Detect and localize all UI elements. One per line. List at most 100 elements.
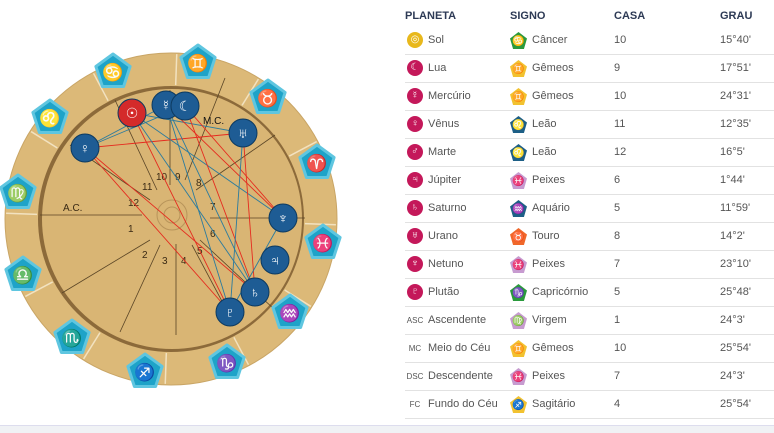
degree-value: 12°35': [720, 118, 751, 130]
point-abbr: FC: [409, 400, 421, 409]
aspect-line: [131, 112, 244, 134]
mc-label: M.C.: [203, 116, 224, 127]
degree-value: 15°40': [720, 34, 751, 46]
header-sign: SIGNO: [510, 10, 546, 22]
house-value: 7: [614, 370, 621, 382]
house-value: 9: [614, 62, 621, 74]
aspect-line: [242, 132, 256, 293]
scorpio-sign-badge[interactable]: ♏: [53, 318, 91, 355]
house-value: 11: [614, 118, 626, 130]
planet-icon: ◎: [407, 32, 423, 48]
sign-name: Leão: [532, 118, 557, 130]
planet-icon: ♅: [407, 228, 423, 244]
saturn-planet-marker[interactable]: ♄: [240, 277, 270, 307]
house-number: 1: [128, 224, 134, 235]
sign-name: Câncer: [532, 34, 568, 46]
capricorn-sign-badge[interactable]: ♑: [208, 343, 246, 380]
planet-icon: ♀: [407, 116, 423, 132]
cancer-icon: ♋: [102, 62, 123, 82]
point-abbr: MC: [408, 344, 422, 353]
sign-icon: ♒: [510, 200, 527, 217]
planet-icon: ☿: [407, 88, 423, 104]
degree-value: 14°2': [720, 230, 745, 242]
venus-icon: ♀: [80, 140, 91, 156]
sign-icon: ♋: [510, 32, 527, 49]
sagittarius-sign-badge[interactable]: ♐: [126, 352, 164, 389]
ring-divider: [233, 336, 250, 366]
center-emblem: [156, 199, 188, 231]
virgo-sign-badge[interactable]: ♍: [0, 173, 37, 210]
planet-ball: [260, 245, 290, 275]
degree-value: 25°54': [720, 342, 751, 354]
aspect-line: [184, 105, 284, 219]
aquarius-icon: ♒: [279, 303, 300, 323]
virgo-icon: ♍: [7, 183, 28, 203]
libra-sign-badge[interactable]: ♎: [4, 255, 42, 292]
aspect-line: [229, 132, 244, 313]
sign-name: Touro: [532, 230, 560, 242]
leo-sign-badge[interactable]: ♌: [31, 98, 69, 135]
sign-icon: ♐: [510, 396, 527, 413]
house-cusp-line: [195, 134, 276, 191]
planet-ball: [240, 277, 270, 307]
pisces-icon: ♓: [312, 233, 333, 253]
sign-name: Gêmeos: [532, 90, 574, 102]
aspect-line: [165, 104, 231, 313]
house-number: 6: [210, 229, 216, 240]
sign-name: Sagitário: [532, 398, 576, 410]
planet-name: Ascendente: [428, 314, 487, 326]
cancer-sign-badge[interactable]: ♋: [94, 52, 132, 89]
sign-name: Peixes: [532, 174, 566, 186]
sun-icon: ☉: [126, 105, 139, 121]
planet-name: Fundo do Céu: [428, 398, 498, 410]
table-row: ◎ Sol ♋ Câncer 10 15°40': [405, 27, 774, 55]
sign-name: Peixes: [532, 370, 566, 382]
planet-ball: [268, 203, 298, 233]
planet-icon: ♄: [407, 200, 423, 216]
sign-badge-shape: [31, 98, 69, 135]
degree-value: 25°54': [720, 398, 751, 410]
sign-name: Gêmeos: [532, 342, 574, 354]
house-value: 5: [614, 202, 621, 214]
sign-name: Leão: [532, 146, 557, 158]
sign-icon: ♉: [510, 228, 527, 245]
moon-planet-marker[interactable]: ☾: [170, 91, 200, 121]
jupiter-planet-marker[interactable]: ♃: [260, 245, 290, 275]
header-house: CASA: [614, 10, 646, 22]
mercury-icon: ☿: [161, 97, 172, 113]
degree-value: 24°3': [720, 314, 745, 326]
house-value: 10: [614, 90, 627, 102]
aspect-line: [229, 217, 284, 313]
house-cusp-line: [61, 239, 151, 294]
sign-name: Capricórnio: [532, 286, 589, 298]
pisces-sign-badge[interactable]: ♓: [304, 223, 342, 260]
planet-name: Vênus: [428, 118, 460, 130]
gemini-sign-badge[interactable]: ♊: [179, 43, 217, 80]
degree-value: 24°31': [720, 90, 751, 102]
sun-planet-marker[interactable]: ☉: [117, 98, 147, 128]
taurus-sign-badge[interactable]: ♉: [249, 78, 287, 115]
sign-badge-shape: [298, 143, 336, 180]
sign-name: Gêmeos: [532, 62, 574, 74]
uranus-icon: ♅: [238, 125, 249, 141]
sign-icon: ♌: [510, 116, 527, 133]
venus-planet-marker[interactable]: ♀: [70, 133, 100, 163]
table-row: ♃ Júpiter ♓ Peixes 6 1°44': [405, 167, 774, 195]
table-row: ASC Ascendente ♍ Virgem 1 24°3': [405, 307, 774, 335]
table-row: ♅ Urano ♉ Touro 8 14°2': [405, 223, 774, 251]
ring-divider: [24, 281, 54, 298]
aries-sign-badge[interactable]: ♈: [298, 143, 336, 180]
planet-ball: [228, 118, 258, 148]
house-value: 8: [614, 230, 621, 242]
aquarius-sign-badge[interactable]: ♒: [271, 293, 309, 330]
neptune-planet-marker[interactable]: ♆: [268, 203, 298, 233]
aspect-line: [131, 112, 231, 313]
pluto-planet-marker[interactable]: ♇: [215, 297, 245, 327]
table-row: ♆ Netuno ♓ Peixes 7 23°10': [405, 251, 774, 279]
planet-name: Marte: [428, 146, 457, 158]
uranus-planet-marker[interactable]: ♅: [228, 118, 258, 148]
house-value: 6: [614, 174, 621, 186]
sign-name: Virgem: [532, 314, 567, 326]
planet-name: Lua: [428, 62, 447, 74]
planet-icon: ☾: [407, 60, 423, 76]
